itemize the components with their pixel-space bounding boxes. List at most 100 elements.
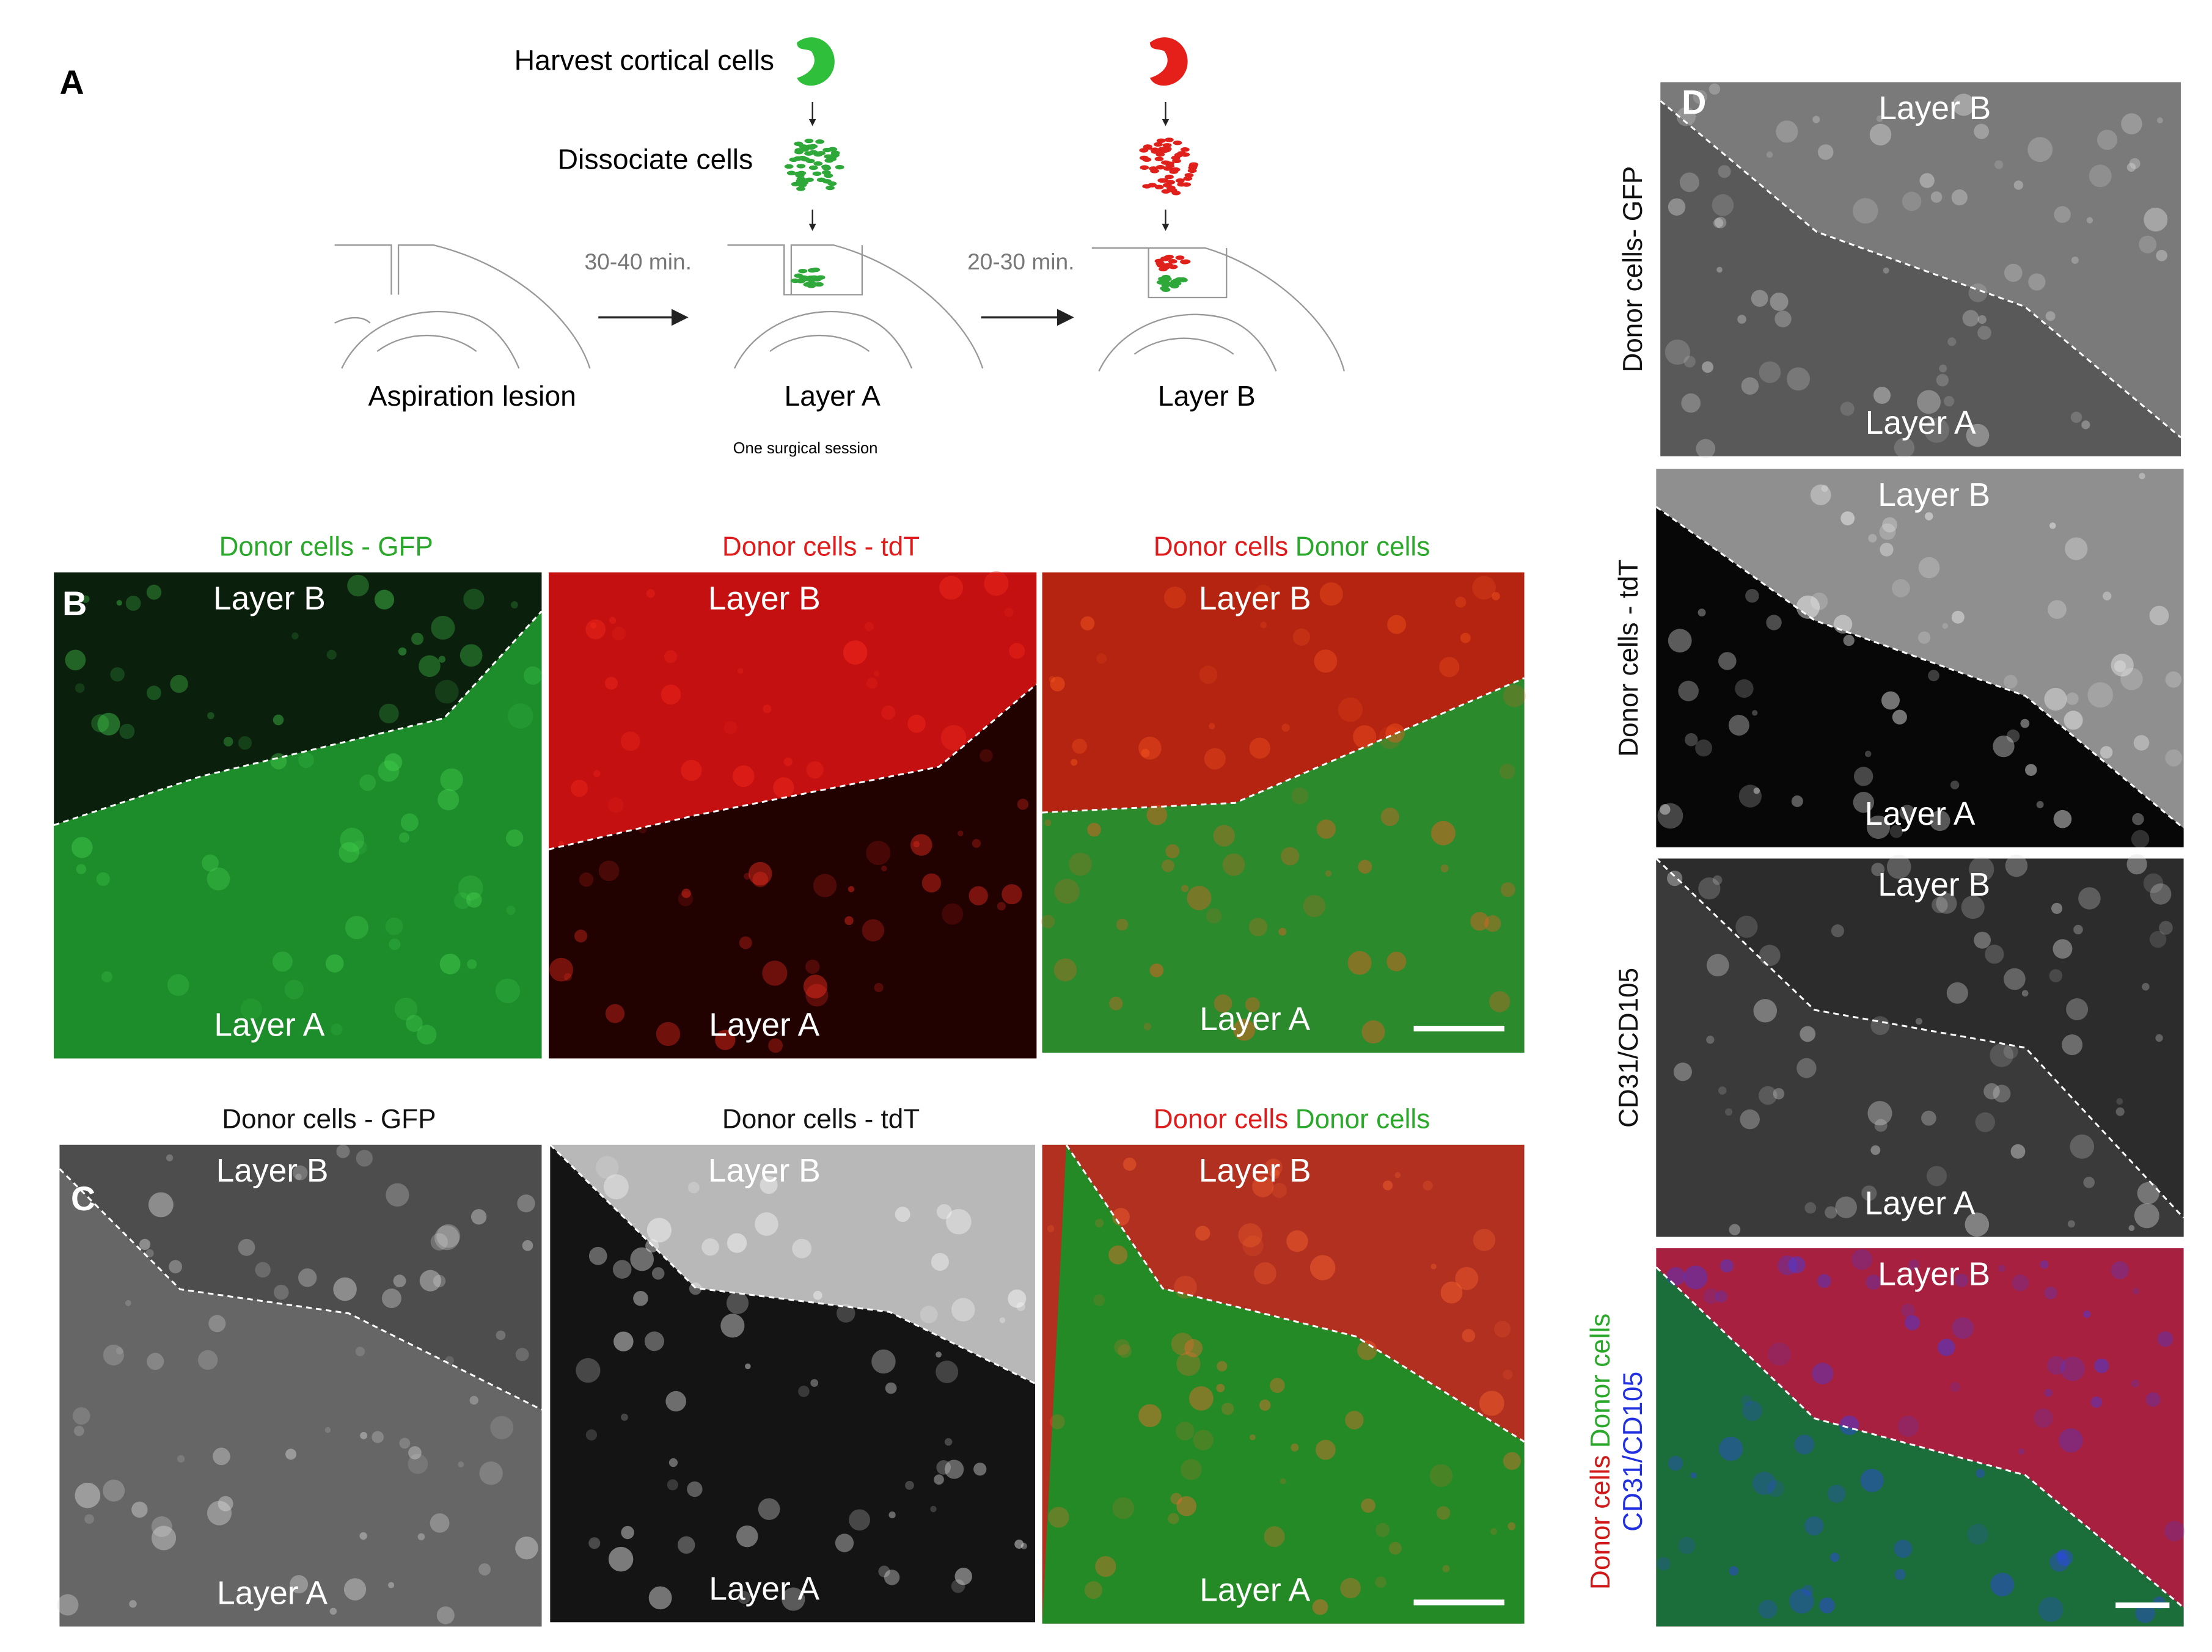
cell-signal — [273, 1284, 289, 1300]
cell-signal — [384, 753, 403, 772]
cell-signal — [394, 997, 417, 1021]
cell-signal — [2025, 764, 2037, 777]
cell-signal — [1338, 697, 1363, 722]
cell-signal — [810, 1379, 819, 1387]
cell-signal — [2139, 472, 2145, 480]
cell — [824, 158, 834, 163]
cell-signal — [411, 632, 424, 645]
cell-signal — [1209, 723, 1215, 729]
cell-signal — [773, 777, 794, 799]
cell-signal — [739, 936, 752, 949]
layer-label: Layer B — [1878, 477, 1990, 513]
cell-signal — [2087, 682, 2114, 708]
cell-signal — [2111, 1261, 2129, 1279]
cell-signal — [2143, 873, 2164, 893]
cell — [1163, 166, 1173, 171]
cell-signal — [331, 1023, 343, 1036]
cell-signal — [1002, 884, 1022, 905]
cell-signal — [803, 974, 827, 999]
cell-signal — [272, 951, 293, 972]
cell-signal — [1908, 1259, 1919, 1271]
cell-signal — [1974, 123, 1990, 139]
cell-signal — [1698, 877, 1721, 900]
cell-signal — [1924, 418, 1949, 443]
cell-signal — [325, 954, 344, 973]
layer-boundary — [1655, 858, 2185, 1219]
layer-label: Layer B — [1199, 580, 1311, 616]
cell — [799, 180, 809, 185]
cell-signal — [1718, 165, 1731, 178]
cell-signal — [2054, 206, 2071, 223]
cell-signal — [1794, 1435, 1814, 1455]
cell-signal — [1947, 337, 1957, 346]
cell-signal — [146, 585, 162, 600]
cell-signal — [393, 1274, 406, 1288]
cell — [1170, 283, 1179, 289]
time-label: 20-30 min. — [967, 249, 1074, 274]
cell-signal — [1753, 999, 1778, 1023]
cell — [1172, 158, 1181, 164]
cell-signal — [116, 1347, 123, 1354]
cell-signal — [748, 861, 772, 886]
cell-signal — [1664, 339, 1691, 365]
cell-signal — [352, 840, 367, 855]
image-title: Donor cells - GFP — [219, 532, 433, 561]
cell-signal — [490, 1416, 514, 1439]
cell-signal — [1917, 631, 1931, 644]
cell-signal — [2116, 1098, 2123, 1105]
cell-signal — [813, 874, 837, 897]
cell-signal — [1455, 596, 1467, 608]
cell-signal — [177, 1455, 185, 1463]
cell-signal — [1796, 1058, 1817, 1078]
cell-signal — [1216, 1383, 1225, 1392]
cell-signal — [2094, 1358, 2109, 1373]
cell-signal — [166, 1154, 174, 1161]
cell-signal — [1830, 1552, 1840, 1562]
cell-signal — [2020, 718, 2030, 728]
cell-signal — [238, 1238, 255, 1256]
cell-signal — [202, 854, 219, 872]
cell-signal — [1695, 739, 1713, 757]
cell-signal — [1897, 1416, 1919, 1437]
title-part: Donor cells - GFP — [222, 1104, 436, 1134]
cell-signal — [782, 1587, 805, 1611]
cell-signal — [946, 1208, 972, 1235]
cell-signal — [438, 656, 446, 663]
cell-signal — [881, 705, 896, 720]
cell-signal — [1264, 1158, 1283, 1177]
cell-signal — [131, 1501, 148, 1518]
cell-signal — [1770, 292, 1789, 311]
cell-signal — [1871, 863, 1885, 877]
cell-signal — [549, 957, 573, 982]
cell-signal — [1455, 1266, 1479, 1290]
cell-signal — [2159, 921, 2173, 935]
cell-signal — [439, 953, 461, 974]
cell-signal — [116, 600, 122, 606]
cell-signal — [359, 774, 376, 791]
cell-signal — [1866, 815, 1891, 839]
cell-signal — [1773, 1087, 1785, 1100]
cell-signal — [1735, 915, 1758, 938]
cell-signal — [1800, 1026, 1816, 1042]
cell-signal — [2165, 671, 2182, 688]
cell-signal — [1193, 1430, 1214, 1450]
cell-signal — [1791, 795, 1803, 808]
cell-signal — [2142, 982, 2150, 991]
cell-signal — [1095, 1555, 1116, 1577]
cell-signal — [1345, 1411, 1364, 1430]
cell-signal — [2145, 1392, 2161, 1407]
cell-signal — [1930, 191, 1943, 203]
cell-signal — [1379, 726, 1402, 749]
cell-signal — [621, 1526, 634, 1540]
cell-signal — [2132, 1287, 2139, 1295]
cell-signal — [605, 676, 618, 690]
cell-signal — [345, 916, 369, 940]
cell-signal — [1899, 805, 1915, 821]
cell-signal — [1122, 1157, 1137, 1171]
cell-signal — [1430, 1263, 1437, 1270]
cell-signal — [1657, 1557, 1671, 1571]
cell-signal — [1789, 1588, 1814, 1614]
cell-signal — [2021, 990, 2029, 997]
cell-signal — [871, 1349, 896, 1374]
layer-label: Layer A — [1199, 1001, 1310, 1037]
